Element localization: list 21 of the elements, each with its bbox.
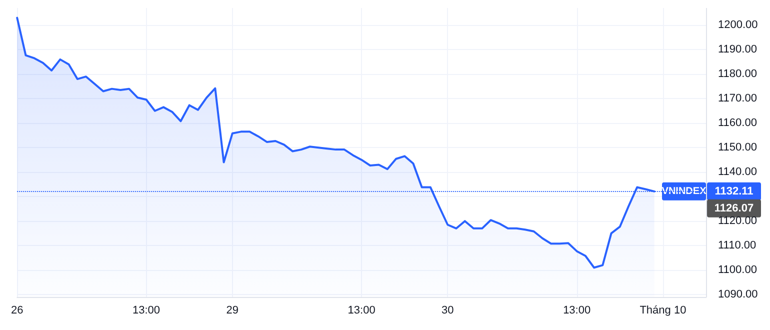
x-tick-label: 29 [226,304,239,316]
y-tick-label: 1200.00 [718,19,758,32]
y-tick-label: 1150.00 [718,142,757,154]
y-tick-label: 1160.00 [718,117,757,130]
text: 1126.07 [714,202,754,214]
y-tick-label: 1120.00 [718,215,757,228]
y-tick-label: 1180.00 [718,68,757,80]
x-tick-label: 13:00 [348,304,376,316]
x-tick-label: 30 [442,304,454,316]
y-tick-label: 1110.00 [718,240,756,252]
y-tick-label: 1100.00 [718,264,757,276]
x-tick-label: 13:00 [132,304,160,316]
y-tick-label: 1090.00 [718,288,758,301]
y-tick-label: 1170.00 [718,92,757,105]
series-label: VNINDEX [662,186,707,197]
y-tick-label: 1190.00 [718,44,757,56]
x-tick-label: 13:00 [563,304,591,316]
ref-line-label: 1132.11 [714,185,754,198]
x-tick-label: 26 [10,304,24,316]
x-tick-label: Tháng 10 [640,304,686,316]
y-tick-label: 1140.00 [718,166,757,178]
